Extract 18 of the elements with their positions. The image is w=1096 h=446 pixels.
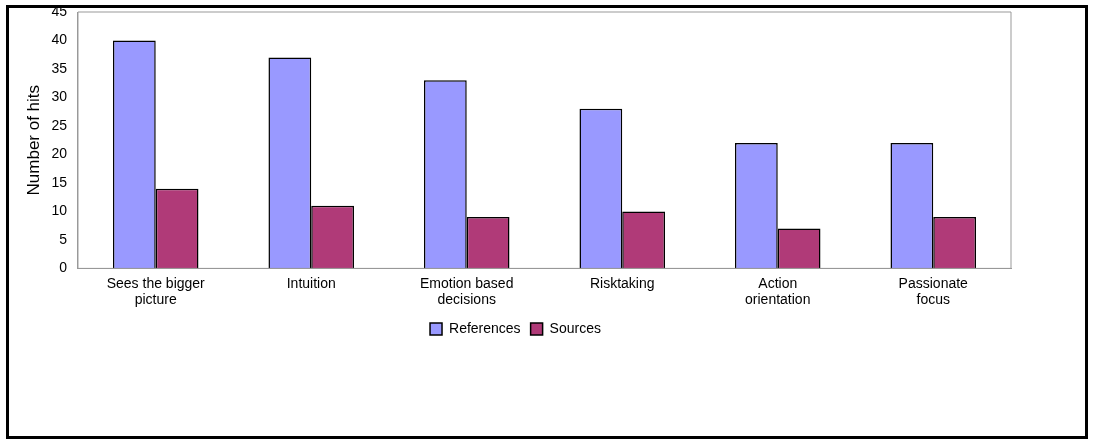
y-tick-label: 20 [51,145,68,162]
y-tick-label: 30 [51,88,68,105]
legend-label: Sources [549,319,601,336]
x-tick-label: Risktaking [589,274,655,291]
y-axis-title: Number of hits [23,84,43,196]
x-tick-label: Intuition [286,274,336,291]
y-tick-label: 35 [51,59,68,76]
x-tick-label: Emotion based decisions [420,274,514,308]
x-tick-label: Sees the bigger picture [106,274,206,308]
x-tick-label: Action orientation [745,274,811,308]
y-tick-label: 40 [51,31,68,48]
y-tick-label: 15 [51,173,68,190]
y-tick-label: 25 [51,116,68,133]
y-tick-label: 10 [51,202,68,219]
y-tick-label: 0 [59,259,68,276]
legend-label: References [449,319,521,336]
y-tick-label: 5 [59,230,68,247]
x-tick-label: Passionate focus [898,274,969,308]
